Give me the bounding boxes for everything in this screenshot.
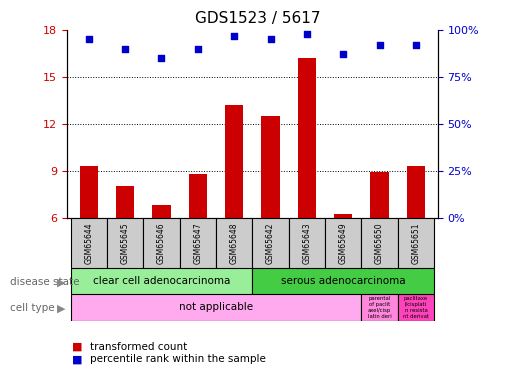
Point xyxy=(339,51,347,57)
Bar xyxy=(262,116,280,218)
FancyBboxPatch shape xyxy=(143,217,180,268)
Text: GSM65649: GSM65649 xyxy=(339,222,348,264)
Point xyxy=(266,36,274,42)
Point xyxy=(412,42,420,48)
FancyBboxPatch shape xyxy=(252,217,289,268)
Text: GSM65647: GSM65647 xyxy=(193,222,202,264)
Text: serous adenocarcinoma: serous adenocarcinoma xyxy=(281,276,405,286)
Text: GSM65645: GSM65645 xyxy=(121,222,130,264)
Bar xyxy=(407,166,425,218)
Text: ▶: ▶ xyxy=(57,303,65,313)
Bar xyxy=(334,214,352,217)
Point xyxy=(158,55,166,61)
Point xyxy=(84,36,93,42)
FancyBboxPatch shape xyxy=(362,217,398,268)
FancyBboxPatch shape xyxy=(71,217,107,268)
Text: paclitaxe
l/cisplati
n resista
nt derivat: paclitaxe l/cisplati n resista nt deriva… xyxy=(403,296,429,319)
Bar xyxy=(298,58,316,217)
Point xyxy=(303,31,311,37)
Text: GSM65643: GSM65643 xyxy=(302,222,312,264)
Text: GSM65642: GSM65642 xyxy=(266,222,275,264)
Point xyxy=(230,33,238,39)
FancyBboxPatch shape xyxy=(398,217,434,268)
FancyBboxPatch shape xyxy=(289,217,325,268)
FancyBboxPatch shape xyxy=(71,268,252,294)
Text: disease state: disease state xyxy=(10,278,80,287)
FancyBboxPatch shape xyxy=(216,217,252,268)
Text: GDS1523 / 5617: GDS1523 / 5617 xyxy=(195,11,320,26)
Text: parental
of paclit
axel/cisp
latin deri: parental of paclit axel/cisp latin deri xyxy=(368,296,391,319)
Text: clear cell adenocarcinoma: clear cell adenocarcinoma xyxy=(93,276,230,286)
Text: ▶: ▶ xyxy=(57,278,65,287)
FancyBboxPatch shape xyxy=(362,294,398,321)
Bar xyxy=(152,205,170,218)
Text: GSM65648: GSM65648 xyxy=(230,222,238,264)
Text: not applicable: not applicable xyxy=(179,303,253,312)
Point xyxy=(121,46,129,52)
Bar xyxy=(80,166,98,218)
FancyBboxPatch shape xyxy=(71,294,362,321)
FancyBboxPatch shape xyxy=(325,217,362,268)
Point xyxy=(375,42,384,48)
Text: GSM65651: GSM65651 xyxy=(411,222,420,264)
Text: GSM65644: GSM65644 xyxy=(84,222,93,264)
Bar xyxy=(188,174,207,217)
Text: percentile rank within the sample: percentile rank within the sample xyxy=(90,354,266,364)
FancyBboxPatch shape xyxy=(252,268,434,294)
Text: ■: ■ xyxy=(72,354,82,364)
Text: GSM65646: GSM65646 xyxy=(157,222,166,264)
Text: ■: ■ xyxy=(72,342,82,352)
Bar xyxy=(116,186,134,218)
Bar xyxy=(225,105,243,218)
FancyBboxPatch shape xyxy=(180,217,216,268)
Text: cell type: cell type xyxy=(10,303,55,313)
Text: transformed count: transformed count xyxy=(90,342,187,352)
FancyBboxPatch shape xyxy=(398,294,434,321)
FancyBboxPatch shape xyxy=(107,217,143,268)
Bar xyxy=(370,172,389,217)
Point xyxy=(194,46,202,52)
Text: GSM65650: GSM65650 xyxy=(375,222,384,264)
